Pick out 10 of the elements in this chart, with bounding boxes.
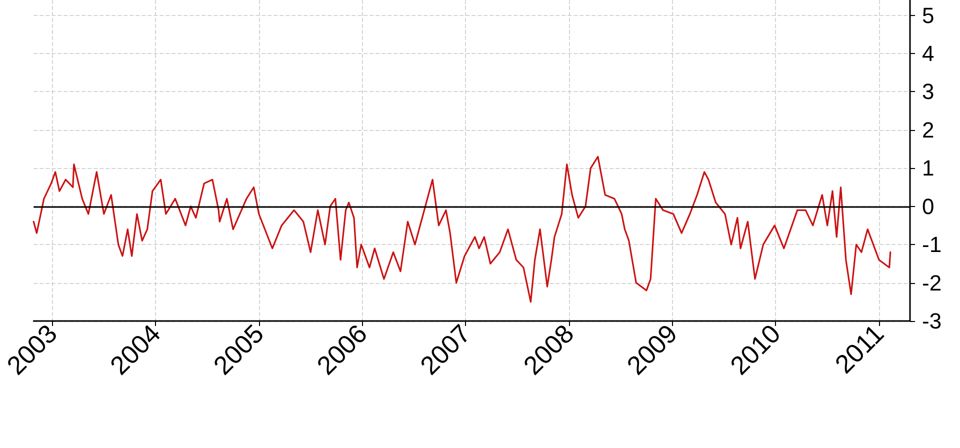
y-tick-label: -3 <box>922 308 942 334</box>
y-tick-label: 1 <box>922 156 934 181</box>
y-tick-label: 3 <box>922 79 934 104</box>
line-series <box>32 156 892 303</box>
y-tick-label: 4 <box>922 41 934 66</box>
y-tick-label: -1 <box>922 232 942 258</box>
y-tick-label: 2 <box>922 117 934 142</box>
y-tick-label: 5 <box>922 2 934 28</box>
y-tick-label: 0 <box>922 194 934 219</box>
y-tick-label: -2 <box>922 270 942 296</box>
